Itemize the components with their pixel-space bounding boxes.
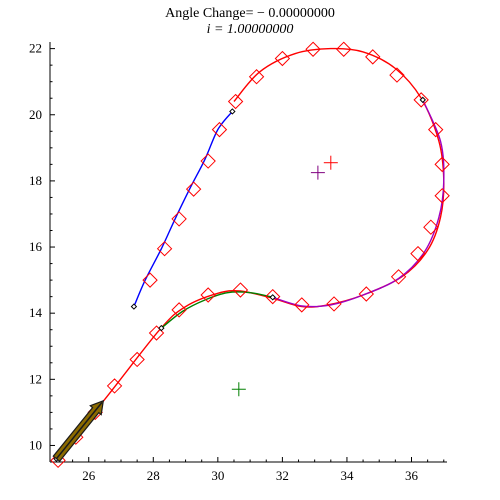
node-marker <box>419 96 426 104</box>
curves <box>54 47 445 461</box>
tick-labels: 26 28 30 32 34 36 10 12 14 16 18 20 22 <box>29 41 418 483</box>
series-line-green_arc <box>160 291 273 329</box>
diamond-marker <box>227 93 244 110</box>
diamond-marker <box>200 287 216 303</box>
diamond-marker <box>390 269 407 285</box>
y-tick-label: 16 <box>29 239 43 254</box>
diamond-marker <box>200 153 216 169</box>
y-tick-label: 22 <box>29 41 42 56</box>
y-tick-label: 12 <box>29 371 42 386</box>
diamond-marker <box>106 378 123 394</box>
node-marker <box>229 108 236 115</box>
diamond-marker <box>294 297 310 313</box>
diamond-marker <box>434 156 450 173</box>
diamond-marker <box>365 49 381 65</box>
diamond-marker <box>171 302 187 318</box>
y-tick-label: 10 <box>29 437 42 452</box>
diamond-marker <box>129 351 145 368</box>
x-tick-label: 28 <box>147 468 160 483</box>
diamond-marker <box>265 288 281 305</box>
diamond-marker <box>326 296 342 312</box>
markers <box>50 41 450 469</box>
diamond-marker <box>434 188 450 204</box>
diamond-marker <box>211 121 228 138</box>
axes <box>49 42 447 463</box>
diamond-marker <box>142 272 158 288</box>
diamond-marker <box>305 41 321 57</box>
diamond-marker <box>389 67 405 83</box>
diamond-marker <box>185 181 202 197</box>
y-tick-label: 18 <box>29 173 42 188</box>
subtitle-text: i = 1.00000000 <box>206 22 294 37</box>
diamond-marker <box>423 219 439 235</box>
diamond-marker <box>248 69 265 85</box>
diamond-marker <box>274 50 291 67</box>
node-marker <box>269 294 276 301</box>
node-marker <box>130 303 138 310</box>
y-tick-label: 14 <box>29 305 43 320</box>
diamond-marker <box>232 282 249 298</box>
diamond-marker <box>156 240 173 257</box>
chart-title: Angle Change= − 0.00000000 <box>165 6 335 21</box>
series-line-purple_arc <box>272 99 445 308</box>
chart-subtitle: i = 1.00000000 <box>0 22 500 38</box>
x-tick-label: 34 <box>340 468 354 483</box>
node-marker <box>158 324 165 332</box>
diamond-marker <box>413 92 429 108</box>
diamond-marker <box>410 245 426 262</box>
arrow-shaft <box>55 401 103 460</box>
y-tick-label: 20 <box>29 107 42 122</box>
x-tick-label: 36 <box>405 468 419 483</box>
x-tick-label: 30 <box>211 468 224 483</box>
diamond-marker <box>427 121 444 138</box>
series-line-blue_segment <box>133 110 233 307</box>
diamond-marker <box>336 41 352 57</box>
diamond-marker <box>358 286 375 302</box>
x-tick-label: 32 <box>276 468 289 483</box>
x-tick-label: 26 <box>82 468 96 483</box>
series-line-red_curve <box>54 47 445 461</box>
diamond-marker <box>171 211 187 227</box>
arrow <box>52 399 105 463</box>
